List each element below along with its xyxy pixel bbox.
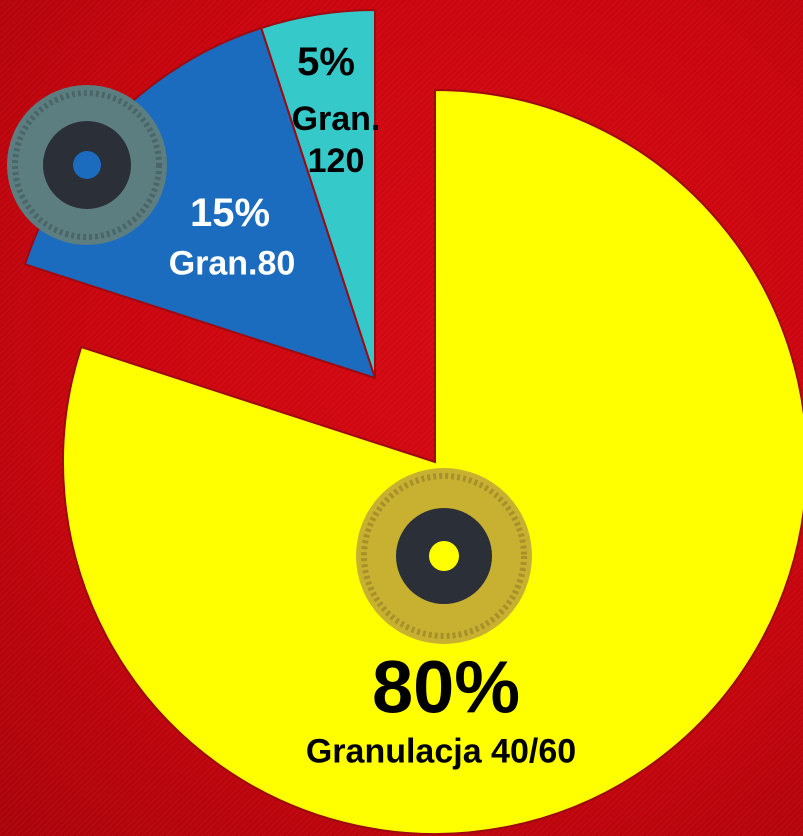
value-label: 15% <box>190 189 270 237</box>
category-label: Gran.80 <box>169 244 296 285</box>
value-label: 5% <box>297 38 355 86</box>
value-label: 80% <box>372 644 520 733</box>
disc-icon <box>7 85 167 245</box>
category-label: Granulacja 40/60 <box>306 732 576 773</box>
category-label: Gran. 120 <box>281 98 391 182</box>
chart: 5% Gran. 120 15% Gran.80 80% Granulacja … <box>0 0 803 836</box>
disc-icon <box>356 468 532 644</box>
